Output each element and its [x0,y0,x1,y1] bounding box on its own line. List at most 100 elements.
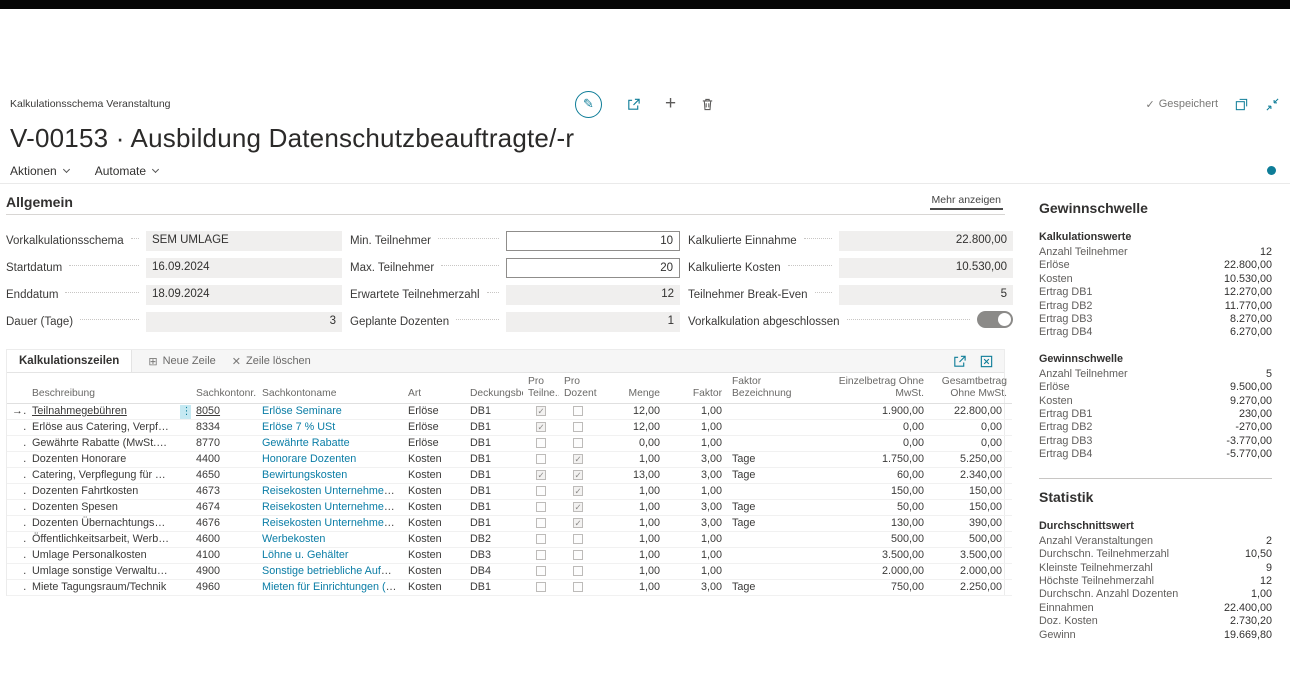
column-header-beschreibung[interactable]: Beschreibung [27,373,175,404]
table-row[interactable]: → Teilnahmegebühren ⋮ 8050 Erlöse Semina… [7,403,1012,420]
cell-art[interactable]: Kosten [403,579,465,596]
cell-sachkontonr[interactable]: 4960 [191,579,257,596]
checkbox-pro-dozent[interactable] [573,582,583,593]
breadcrumb[interactable]: Kalkulationsschema Veranstaltung [10,98,171,110]
cell-menge[interactable]: 1,00 [597,547,665,564]
cell-art[interactable]: Kosten [403,467,465,484]
cell-options[interactable]: ⋮ [175,403,191,420]
cell-art[interactable]: Erlöse [403,403,465,420]
cell-sachkontoname[interactable]: Reisekosten Unternehmer Übernachtu... [257,515,403,532]
column-header-faktor[interactable]: Faktor [665,373,727,404]
cell-faktor-bezeichnung[interactable] [727,547,817,564]
field-max-teilnehmer[interactable]: 20 [506,257,680,278]
cell-sachkontoname[interactable]: Erlöse Seminare [257,403,403,420]
column-header-sachkontoname[interactable]: Sachkontoname [257,373,403,404]
cell-art[interactable]: Kosten [403,499,465,516]
cell-einzelbetrag[interactable]: 150,00 [817,483,929,500]
factbox-section-title[interactable]: Gewinnschwelle [1039,200,1148,216]
cell-sachkontoname[interactable]: Löhne u. Gehälter [257,547,403,564]
checkbox-pro-teilnehmer[interactable] [536,502,546,513]
checkbox-pro-teilnehmer[interactable] [536,550,546,561]
cell-faktor[interactable]: 3,00 [665,467,727,484]
tab-kalkulationszeilen[interactable]: Kalkulationszeilen [7,350,133,372]
table-row[interactable]: → Erlöse aus Catering, Verpflegung ⋮ 833… [7,419,1012,436]
cell-options[interactable]: ⋮ [175,563,191,580]
cell-faktor[interactable]: 3,00 [665,579,727,596]
sachkonto-link[interactable]: Erlöse 7 % USt [262,421,336,433]
cell-beschreibung[interactable]: Dozenten Honorare [27,451,175,468]
cell-einzelbetrag[interactable]: 50,00 [817,499,929,516]
cell-faktor-bezeichnung[interactable] [727,531,817,548]
checkbox-pro-teilnehmer[interactable] [536,534,546,545]
cell-einzelbetrag[interactable]: 1.750,00 [817,451,929,468]
cell-faktor-bezeichnung[interactable] [727,435,817,452]
add-icon[interactable]: + [665,94,676,113]
cell-deckungsbeitrag[interactable]: DB1 [465,499,523,516]
share-icon[interactable] [626,97,641,112]
column-header-menge[interactable]: Menge [597,373,665,404]
open-in-excel-icon[interactable] [979,354,994,369]
cell-einzelbetrag[interactable]: 0,00 [817,419,929,436]
cell-sachkontonr[interactable]: 4676 [191,515,257,532]
table-row[interactable]: → Umlage Personalkosten ⋮ 4100 Löhne u. … [7,547,1012,564]
field-min-teilnehmer[interactable]: 10 [506,230,680,251]
checkbox-pro-dozent[interactable]: ✓ [573,486,583,497]
cell-art[interactable]: Kosten [403,531,465,548]
cell-beschreibung[interactable]: Umlage sonstige Verwaltungskosten [27,563,175,580]
cell-beschreibung[interactable]: Erlöse aus Catering, Verpflegung [27,419,175,436]
checkbox-pro-teilnehmer[interactable] [536,518,546,529]
sachkonto-link[interactable]: Reisekosten Unternehmer Verpflegun... [262,501,403,513]
cell-sachkontoname[interactable]: Werbekosten [257,531,403,548]
cell-art[interactable]: Erlöse [403,419,465,436]
cell-art[interactable]: Kosten [403,483,465,500]
cell-gesamtbetrag[interactable]: 150,00 [929,483,1012,500]
checkbox-pro-dozent[interactable] [573,534,583,545]
cell-faktor-bezeichnung[interactable]: Tage [727,451,817,468]
checkbox-pro-dozent[interactable]: ✓ [573,454,583,465]
cell-art[interactable]: Kosten [403,451,465,468]
checkbox-pro-dozent[interactable]: ✓ [573,518,583,529]
cell-menge[interactable]: 1,00 [597,451,665,468]
column-header-deckungsbeitrag[interactable]: Deckungsbeit... [465,373,523,404]
cell-faktor-bezeichnung[interactable] [727,483,817,500]
sachkonto-link[interactable]: Werbekosten [262,533,326,545]
cell-faktor[interactable]: 3,00 [665,451,727,468]
column-header-einzelbetrag[interactable]: Einzelbetrag Ohne MwSt. [817,373,929,404]
cell-options[interactable]: ⋮ [175,579,191,596]
cell-options[interactable]: ⋮ [175,435,191,452]
cell-gesamtbetrag[interactable]: 5.250,00 [929,451,1012,468]
share-grid-icon[interactable] [952,354,967,369]
cell-einzelbetrag[interactable]: 3.500,00 [817,547,929,564]
table-row[interactable]: → Dozenten Spesen ⋮ 4674 Reisekosten Unt… [7,499,1012,516]
checkbox-pro-dozent[interactable] [573,406,583,417]
cell-options[interactable]: ⋮ [175,515,191,532]
checkbox-pro-teilnehmer[interactable]: ✓ [536,406,546,417]
cell-options[interactable]: ⋮ [175,419,191,436]
checkbox-pro-teilnehmer[interactable] [536,566,546,577]
cell-menge[interactable]: 13,00 [597,467,665,484]
cell-sachkontonr[interactable]: 4650 [191,467,257,484]
cell-faktor[interactable]: 1,00 [665,435,727,452]
cell-gesamtbetrag[interactable]: 2.000,00 [929,563,1012,580]
cell-beschreibung[interactable]: Dozenten Spesen [27,499,175,516]
cell-gesamtbetrag[interactable]: 500,00 [929,531,1012,548]
cell-menge[interactable]: 12,00 [597,403,665,420]
cell-gesamtbetrag[interactable]: 3.500,00 [929,547,1012,564]
table-row[interactable]: → Dozenten Übernachtungskosten ⋮ 4676 Re… [7,515,1012,532]
cell-faktor[interactable]: 1,00 [665,419,727,436]
menu-automate[interactable]: Automate [95,164,160,178]
table-row[interactable]: → Öffentlichkeitsarbeit, Werbung, Marke.… [7,531,1012,548]
cell-options[interactable]: ⋮ [175,451,191,468]
column-header-faktor-bezeichnung[interactable]: Faktor Bezeichnung [727,373,817,404]
row-options-icon[interactable]: ⋮ [180,405,191,419]
cell-faktor-bezeichnung[interactable] [727,403,817,420]
cell-options[interactable]: ⋮ [175,531,191,548]
checkbox-pro-dozent[interactable]: ✓ [573,470,583,481]
cell-menge[interactable]: 1,00 [597,563,665,580]
checkbox-pro-dozent[interactable]: ✓ [573,502,583,513]
cell-sachkontoname[interactable]: Erlöse 7 % USt [257,419,403,436]
cell-faktor-bezeichnung[interactable]: Tage [727,499,817,516]
cell-options[interactable]: ⋮ [175,467,191,484]
sachkonto-link[interactable]: Mieten für Einrichtungen (bewegliche ... [262,581,403,593]
cell-einzelbetrag[interactable]: 2.000,00 [817,563,929,580]
